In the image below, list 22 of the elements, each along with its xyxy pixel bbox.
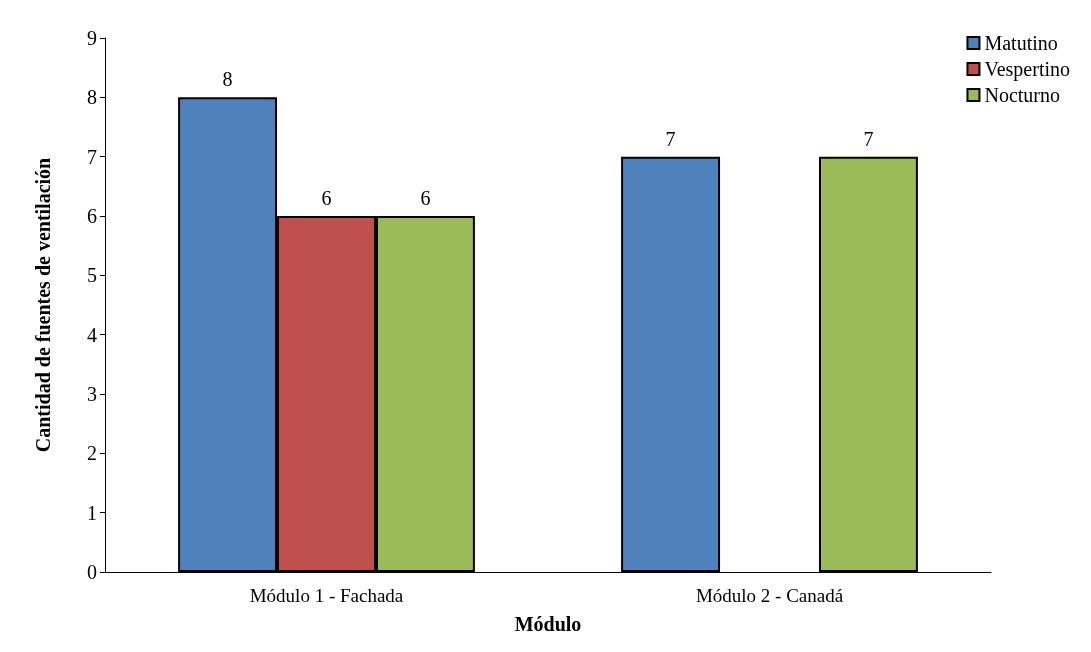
legend-label: Matutino — [984, 32, 1058, 54]
y-tick-label: 8 — [87, 86, 97, 109]
data-label: 7 — [665, 127, 676, 150]
data-label: 7 — [863, 127, 874, 150]
y-tick-label: 1 — [87, 501, 97, 524]
y-tick-label: 0 — [87, 561, 97, 583]
legend-label: Nocturno — [984, 84, 1061, 106]
y-tick-label: 6 — [87, 205, 97, 227]
y-tick-label: 5 — [87, 264, 97, 287]
y-tick-label: 2 — [87, 442, 97, 465]
x-axis-title: Módulo — [514, 613, 582, 635]
x-tick-label: Módulo 1 - Fachada — [249, 585, 404, 606]
y-tick-label: 3 — [87, 383, 97, 405]
x-tick-label: Módulo 2 - Canadá — [695, 585, 844, 606]
y-tick-label: 9 — [87, 27, 97, 49]
data-label: 6 — [321, 187, 332, 209]
y-axis-title: Cantidad de fuentes de ventilación — [32, 157, 54, 453]
y-tick-label: 4 — [87, 323, 97, 346]
legend-label: Vespertino — [984, 58, 1071, 81]
data-label: 8 — [222, 68, 233, 91]
y-tick-label: 7 — [87, 145, 97, 168]
data-label: 6 — [420, 187, 431, 209]
